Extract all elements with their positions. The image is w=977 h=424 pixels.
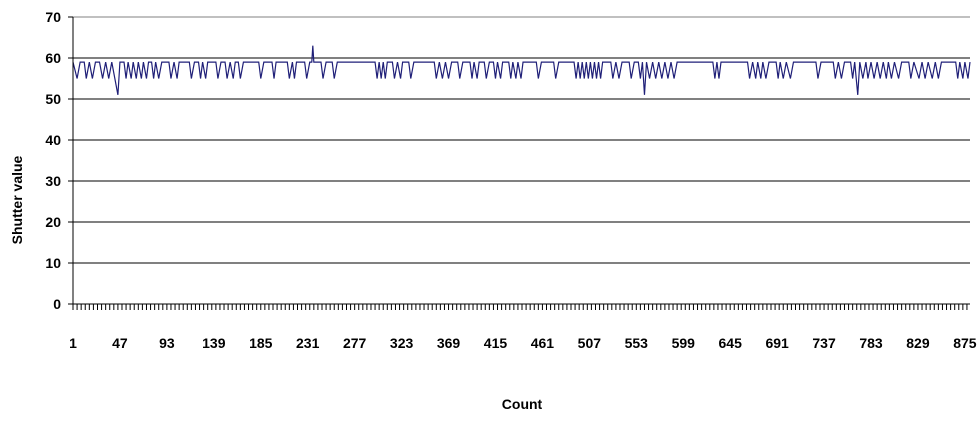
x-tick-label: 185 [249, 335, 273, 351]
x-tick-label: 1 [69, 335, 77, 351]
y-tick-label: 40 [45, 132, 61, 148]
x-tick-label: 507 [578, 335, 602, 351]
x-axis-label: Count [502, 396, 543, 412]
series-line [73, 46, 970, 95]
x-tick-label: 139 [202, 335, 226, 351]
y-tick-label: 30 [45, 173, 61, 189]
x-tick-label: 783 [859, 335, 883, 351]
series-layer [73, 46, 970, 95]
x-tick-label: 691 [765, 335, 789, 351]
x-tick-label: 737 [812, 335, 836, 351]
x-tick-label: 553 [625, 335, 649, 351]
x-tick-label: 93 [159, 335, 175, 351]
x-tick-label: 461 [531, 335, 555, 351]
y-tick-label: 50 [45, 91, 61, 107]
x-tick-label: 599 [672, 335, 696, 351]
x-tick-label: 277 [343, 335, 367, 351]
y-tick-labels: 0 10 20 30 40 50 60 70 [45, 9, 61, 312]
y-tick-label: 10 [45, 255, 61, 271]
x-tick-label: 47 [112, 335, 128, 351]
x-tick-label: 415 [484, 335, 508, 351]
y-tick-label: 70 [45, 9, 61, 25]
y-axis-label: Shutter value [9, 155, 25, 244]
x-tick-label: 875 [953, 335, 977, 351]
x-tick-label: 645 [719, 335, 743, 351]
x-tick-label: 323 [390, 335, 414, 351]
x-tick-label: 829 [906, 335, 930, 351]
x-tick-label: 369 [437, 335, 461, 351]
axes [68, 17, 970, 310]
x-tick-labels: 1 47 93 139 185 231 277 323 369 415 461 507 553 599 64… [69, 335, 977, 351]
x-tick-label: 231 [296, 335, 320, 351]
y-tick-label: 60 [45, 50, 61, 66]
y-tick-label: 20 [45, 214, 61, 230]
x-tick-marks [73, 304, 967, 310]
gridlines [73, 17, 970, 263]
y-tick-label: 0 [53, 296, 61, 312]
